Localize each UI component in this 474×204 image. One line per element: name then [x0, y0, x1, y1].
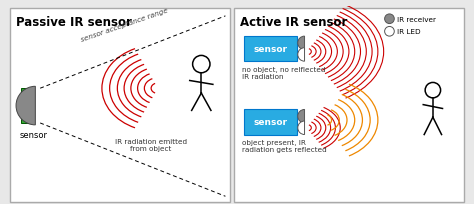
Text: sensor: sensor: [253, 45, 287, 54]
Text: Active IR sensor: Active IR sensor: [240, 16, 347, 29]
Circle shape: [192, 56, 210, 73]
Wedge shape: [298, 49, 304, 62]
Text: object present, IR
radiation gets reflected: object present, IR radiation gets reflec…: [242, 140, 327, 153]
Wedge shape: [298, 37, 304, 50]
Text: sensor: sensor: [253, 118, 287, 127]
Bar: [244, 37, 297, 62]
Bar: [234, 9, 464, 202]
Circle shape: [425, 83, 441, 98]
Text: IR LED: IR LED: [397, 29, 421, 35]
Text: IR radiation emitted
from object: IR radiation emitted from object: [115, 139, 187, 152]
Wedge shape: [298, 121, 304, 135]
Bar: [244, 110, 297, 135]
Text: no object, no relflected
IR radiation: no object, no relflected IR radiation: [242, 67, 325, 80]
Bar: [10, 9, 230, 202]
Circle shape: [384, 15, 394, 24]
Wedge shape: [16, 87, 36, 125]
Text: sensor: sensor: [19, 130, 47, 139]
Text: IR receiver: IR receiver: [397, 17, 436, 23]
Bar: [21, 89, 27, 123]
Text: Passive IR sensor: Passive IR sensor: [16, 16, 132, 29]
Circle shape: [384, 27, 394, 37]
Wedge shape: [298, 110, 304, 123]
Text: sensor acceptance range: sensor acceptance range: [80, 7, 169, 43]
